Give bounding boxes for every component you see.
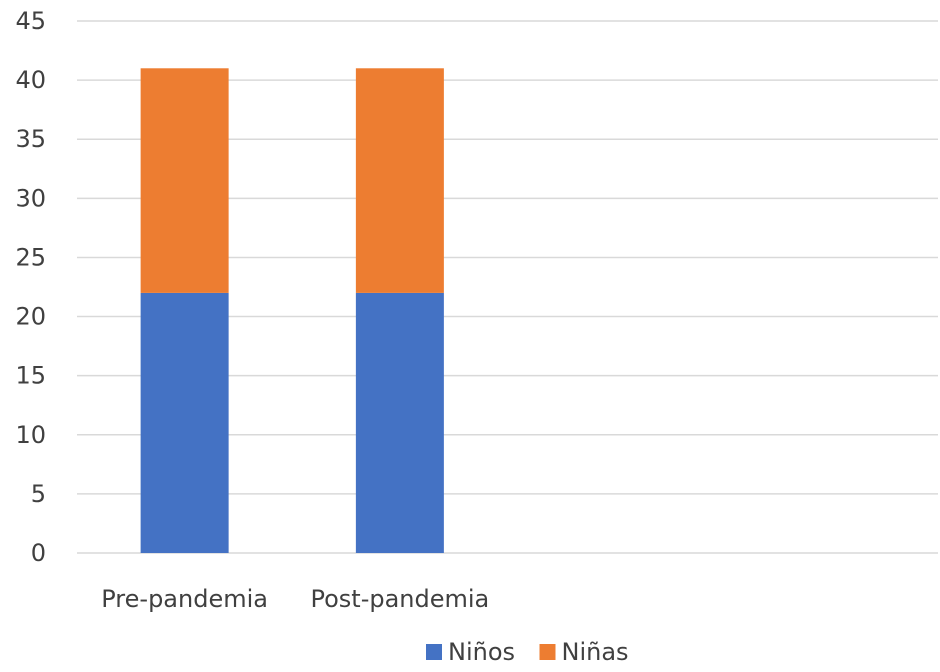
legend-label-Niños: Niños	[448, 638, 515, 666]
y-tick-label: 35	[15, 125, 46, 153]
y-tick-label: 30	[15, 184, 46, 212]
y-tick-label: 40	[15, 66, 46, 94]
bars	[140, 68, 444, 553]
y-tick-label: 20	[15, 303, 46, 331]
legend-swatch-Niños	[426, 644, 442, 660]
y-tick-label: 45	[15, 7, 46, 35]
y-tick-label: 25	[15, 243, 46, 271]
x-category-label: Pre-pandemia	[101, 585, 268, 613]
y-tick-label: 10	[15, 421, 46, 449]
y-tick-label: 15	[15, 362, 46, 390]
y-tick-label: 0	[31, 539, 46, 567]
x-axis-category-labels: Pre-pandemia Post-pandemia	[101, 585, 489, 613]
y-tick-label: 5	[31, 480, 46, 508]
legend-swatch-Niñas	[539, 644, 556, 660]
bar-Niñas-Pre-pandemia	[140, 68, 229, 293]
bar-Niñas-Post-pandemia	[355, 68, 444, 293]
legend-label-Niñas: Niñas	[562, 638, 629, 666]
y-axis-tick-labels: 0 5 10 15 20 25 30 35 40 45	[15, 7, 46, 567]
bar-Niños-Post-pandemia	[355, 292, 444, 553]
x-category-label: Post-pandemia	[310, 585, 489, 613]
bar-Niños-Pre-pandemia	[140, 292, 229, 553]
legend: Niños Niñas	[426, 638, 629, 666]
